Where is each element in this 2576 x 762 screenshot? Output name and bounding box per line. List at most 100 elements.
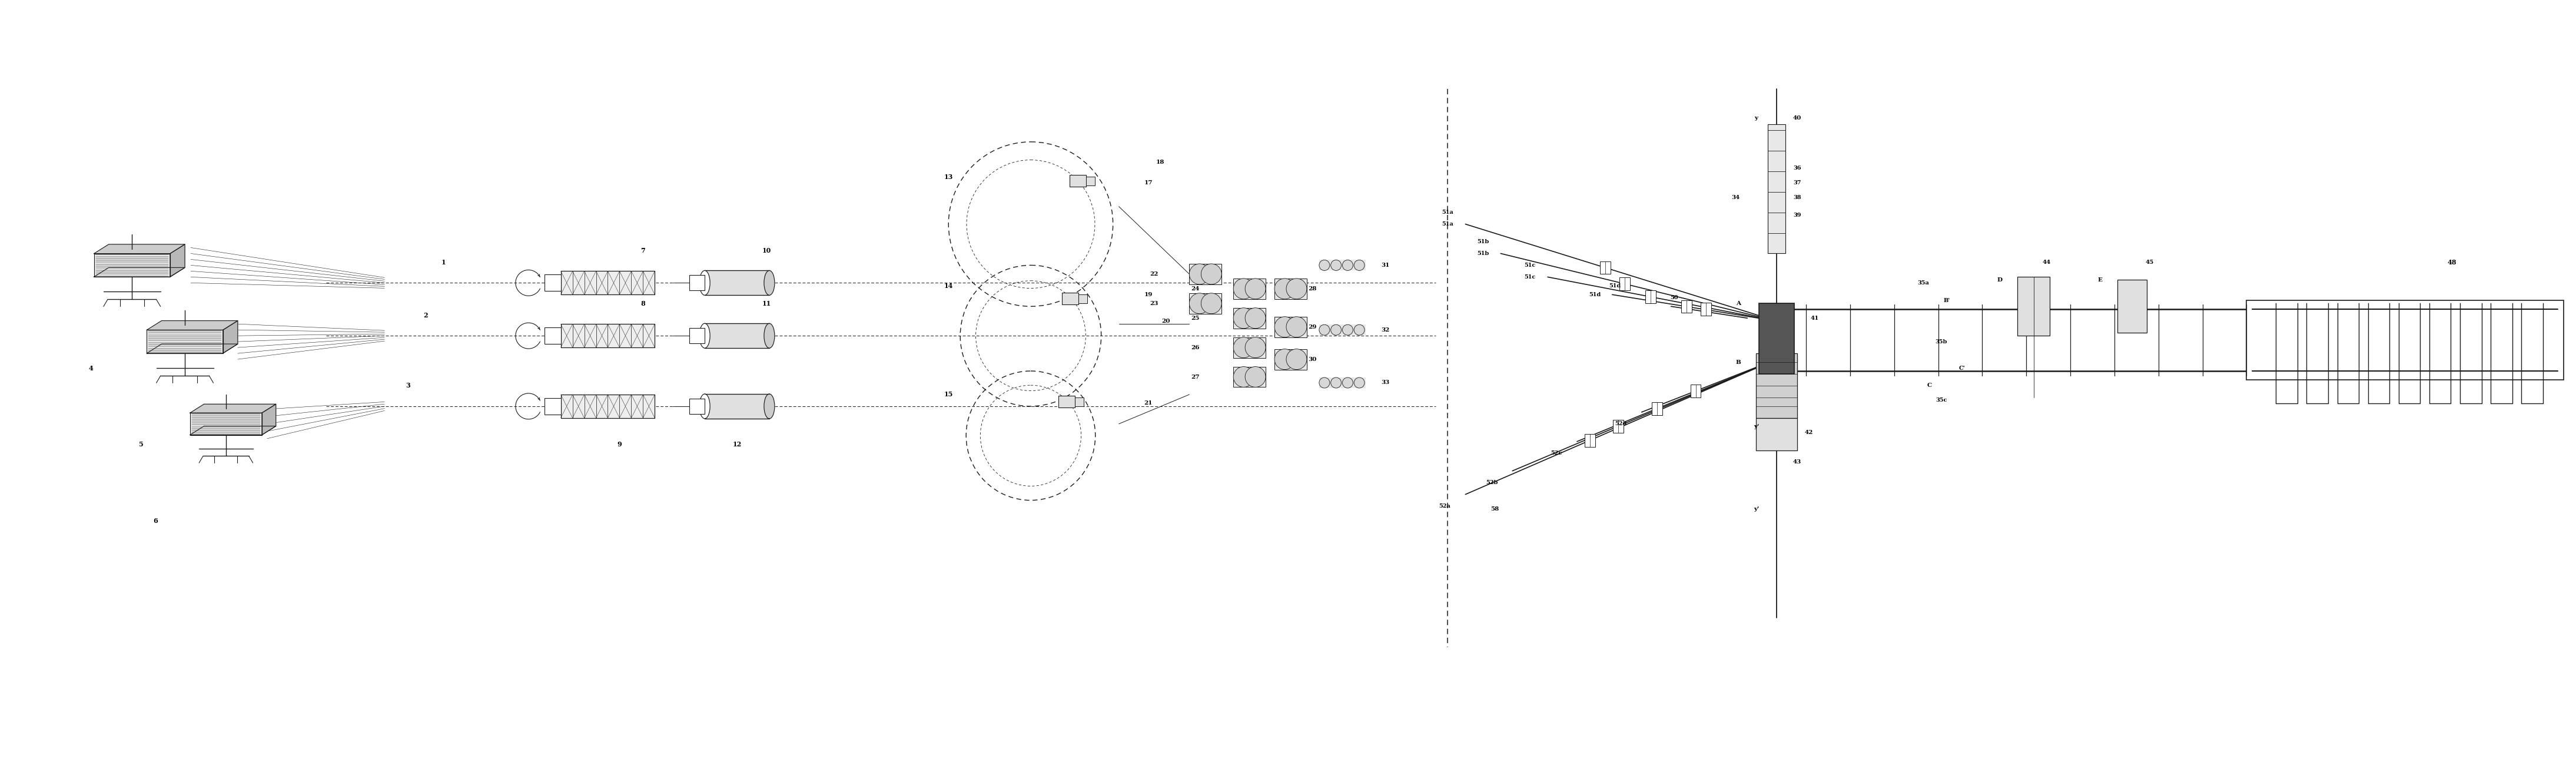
- Circle shape: [1342, 325, 1352, 335]
- Bar: [631, 271, 644, 295]
- Circle shape: [1319, 325, 1329, 335]
- Circle shape: [1332, 325, 1342, 335]
- Bar: [2117, 280, 2146, 333]
- Text: 11: 11: [762, 300, 770, 306]
- Bar: [572, 395, 585, 418]
- Circle shape: [1244, 367, 1265, 387]
- Circle shape: [1234, 278, 1255, 299]
- Text: 24: 24: [1190, 286, 1200, 291]
- Circle shape: [1200, 293, 1221, 314]
- Text: 21: 21: [1144, 401, 1151, 406]
- Bar: [572, 271, 585, 295]
- Circle shape: [1244, 338, 1265, 358]
- Circle shape: [1332, 260, 1342, 271]
- Text: 43: 43: [1793, 459, 1801, 465]
- Text: B': B': [1945, 298, 1950, 303]
- Bar: [1069, 174, 1087, 187]
- Bar: [544, 398, 562, 415]
- Bar: [1767, 124, 1785, 254]
- Text: D: D: [1996, 277, 2002, 283]
- Ellipse shape: [701, 271, 711, 295]
- Bar: [621, 324, 631, 347]
- Text: 25: 25: [1190, 315, 1200, 321]
- Text: 22: 22: [1149, 271, 1159, 277]
- Circle shape: [1275, 349, 1296, 370]
- Text: 5: 5: [139, 441, 144, 448]
- Text: 26: 26: [1190, 345, 1200, 351]
- Ellipse shape: [765, 323, 775, 348]
- Bar: [1234, 278, 1265, 299]
- Text: y': y': [1754, 424, 1759, 430]
- Polygon shape: [93, 245, 185, 254]
- Bar: [562, 271, 654, 295]
- Circle shape: [1355, 325, 1365, 335]
- Ellipse shape: [701, 394, 711, 418]
- Text: 52a: 52a: [1440, 504, 1450, 509]
- Bar: [644, 324, 654, 347]
- Text: y': y': [1754, 507, 1759, 512]
- Text: 51a: 51a: [1443, 210, 1453, 215]
- Text: 48: 48: [2447, 259, 2458, 265]
- Bar: [644, 395, 654, 418]
- Bar: [1319, 325, 1365, 335]
- Polygon shape: [147, 330, 224, 354]
- Bar: [572, 324, 585, 347]
- Text: 13: 13: [943, 174, 953, 181]
- Bar: [1319, 260, 1365, 271]
- Bar: [1190, 293, 1221, 314]
- Bar: [1584, 434, 1595, 447]
- Text: 40: 40: [1793, 116, 1801, 121]
- Text: 51c: 51c: [1525, 263, 1535, 268]
- Bar: [1087, 177, 1095, 185]
- Bar: [1074, 398, 1084, 406]
- Polygon shape: [263, 404, 276, 435]
- Text: 51d: 51d: [1589, 292, 1600, 297]
- Text: E: E: [2097, 277, 2102, 283]
- Bar: [1651, 402, 1662, 415]
- Circle shape: [1190, 293, 1211, 314]
- Bar: [631, 395, 644, 418]
- Bar: [690, 275, 706, 290]
- Text: 52b: 52b: [1486, 480, 1497, 485]
- Bar: [1682, 300, 1692, 313]
- Bar: [1190, 264, 1221, 284]
- Bar: [1600, 261, 1610, 274]
- Text: 42: 42: [1806, 430, 1814, 435]
- Text: C': C': [1958, 366, 1965, 371]
- Text: 23: 23: [1149, 301, 1159, 306]
- Text: y: y: [1754, 116, 1757, 121]
- Bar: [1275, 317, 1306, 338]
- Bar: [608, 271, 621, 295]
- Text: 36: 36: [1793, 165, 1801, 171]
- Text: 7: 7: [641, 248, 647, 254]
- Circle shape: [1234, 338, 1255, 358]
- Text: 51a: 51a: [1443, 222, 1453, 227]
- Text: 51d: 51d: [1610, 283, 1620, 289]
- Text: 12: 12: [732, 441, 742, 448]
- Circle shape: [1319, 260, 1329, 271]
- Bar: [644, 271, 654, 295]
- Bar: [562, 324, 654, 347]
- Bar: [544, 328, 562, 344]
- Circle shape: [1234, 308, 1255, 328]
- Bar: [1275, 278, 1306, 299]
- Text: 28: 28: [1309, 286, 1316, 291]
- Text: 1: 1: [440, 259, 446, 265]
- Text: 31: 31: [1381, 263, 1391, 268]
- Bar: [1059, 395, 1074, 408]
- Text: 51b: 51b: [1476, 239, 1489, 245]
- Text: 52d: 52d: [1615, 421, 1628, 427]
- Text: 8: 8: [641, 300, 647, 306]
- Bar: [1234, 367, 1265, 387]
- Circle shape: [1332, 377, 1342, 388]
- Text: 2: 2: [422, 312, 428, 319]
- Circle shape: [1342, 377, 1352, 388]
- Bar: [1275, 349, 1306, 370]
- Text: 45: 45: [2146, 260, 2154, 265]
- Text: 33: 33: [1381, 380, 1391, 386]
- Text: 58: 58: [1492, 507, 1499, 512]
- Bar: [562, 324, 572, 347]
- Bar: [1620, 277, 1631, 290]
- Bar: [706, 271, 770, 295]
- Polygon shape: [191, 413, 263, 435]
